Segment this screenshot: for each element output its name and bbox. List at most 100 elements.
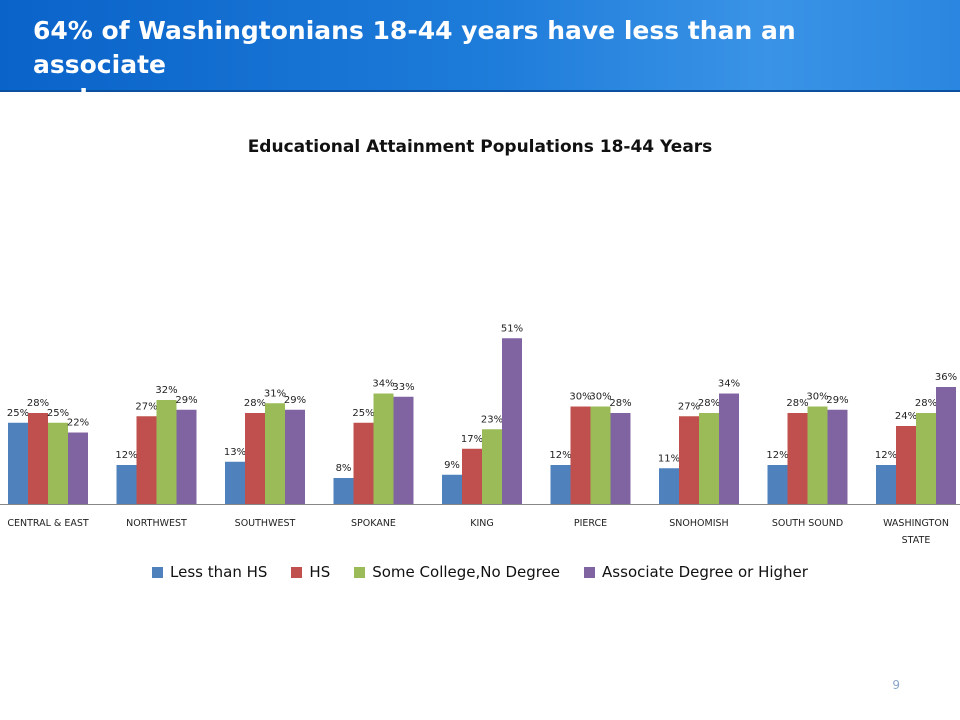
data-label: 33% bbox=[392, 382, 414, 393]
x-tick-label: CENTRAL & EAST bbox=[7, 518, 89, 529]
bar-some-college-no-degree-spokane bbox=[373, 393, 394, 504]
data-label: 12% bbox=[766, 450, 788, 461]
data-label: 29% bbox=[175, 395, 197, 406]
data-label: 12% bbox=[549, 450, 571, 461]
data-label: 30% bbox=[806, 392, 828, 403]
legend-label: Associate Degree or Higher bbox=[602, 563, 808, 581]
bar-hs-southwest bbox=[245, 413, 265, 504]
bar-hs-pierce bbox=[570, 406, 591, 504]
data-label: 12% bbox=[875, 450, 897, 461]
bar-less-than-hs-northwest bbox=[116, 465, 137, 504]
legend-swatch bbox=[291, 566, 303, 578]
x-tick-label: SPOKANE bbox=[351, 518, 396, 529]
title-banner: 64% of Washingtonians 18-44 years have l… bbox=[0, 0, 960, 113]
data-label: 28% bbox=[786, 398, 808, 409]
bar-associate-degree-or-higher-northwest bbox=[176, 409, 197, 504]
bar-associate-degree-or-higher-southwest bbox=[285, 409, 305, 504]
data-label: 17% bbox=[461, 434, 483, 445]
x-tick-label: STATE bbox=[902, 535, 931, 546]
bar-less-than-hs-washington-state bbox=[876, 465, 896, 504]
data-label: 12% bbox=[115, 450, 137, 461]
bar-less-than-hs-snohomish bbox=[659, 468, 679, 504]
bar-some-college-no-degree-washington-state bbox=[916, 413, 936, 504]
x-tick-label: KING bbox=[470, 518, 494, 529]
data-label: 11% bbox=[658, 453, 680, 464]
bar-associate-degree-or-higher-central-east bbox=[68, 432, 88, 504]
bar-less-than-hs-central-east bbox=[8, 422, 28, 504]
data-label: 36% bbox=[935, 372, 957, 383]
data-label: 34% bbox=[718, 379, 740, 390]
data-label: 27% bbox=[678, 401, 700, 412]
data-label: 29% bbox=[826, 395, 848, 406]
data-label: 31% bbox=[264, 388, 286, 399]
data-label: 29% bbox=[284, 395, 306, 406]
x-tick-label: NORTHWEST bbox=[126, 518, 187, 529]
bar-associate-degree-or-higher-snohomish bbox=[719, 393, 739, 504]
bar-less-than-hs-southwest bbox=[225, 461, 245, 504]
bar-hs-northwest bbox=[136, 416, 157, 504]
legend-label: Less than HS bbox=[170, 563, 268, 581]
bar-some-college-no-degree-southwest bbox=[265, 403, 285, 504]
data-label: 28% bbox=[27, 398, 49, 409]
data-label: 28% bbox=[698, 398, 720, 409]
bar-associate-degree-or-higher-south-sound bbox=[827, 409, 848, 504]
bar-some-college-no-degree-snohomish bbox=[699, 413, 719, 504]
legend-label: Some College,No Degree bbox=[372, 563, 561, 581]
legend-swatch bbox=[152, 566, 164, 578]
bar-less-than-hs-spokane bbox=[333, 478, 354, 504]
data-label: 30% bbox=[589, 392, 611, 403]
bar-some-college-no-degree-south-sound bbox=[807, 406, 828, 504]
data-label: 13% bbox=[224, 447, 246, 458]
bar-less-than-hs-pierce bbox=[550, 465, 571, 504]
bar-hs-spokane bbox=[353, 422, 374, 504]
bar-less-than-hs-king bbox=[442, 474, 462, 504]
data-label: 30% bbox=[569, 392, 591, 403]
legend-swatch bbox=[584, 566, 596, 578]
bar-hs-south-sound bbox=[787, 413, 808, 504]
slide-title: 64% of Washingtonians 18-44 years have l… bbox=[33, 14, 913, 116]
bar-associate-degree-or-higher-king bbox=[502, 338, 522, 504]
chart-legend: Less than HS HS Some College,No Degree Asso… bbox=[0, 560, 960, 584]
legend-item: Associate Degree or Higher bbox=[584, 563, 808, 581]
bar-hs-washington-state bbox=[896, 426, 916, 504]
data-label: 28% bbox=[609, 398, 631, 409]
data-label: 23% bbox=[481, 414, 503, 425]
data-label: 32% bbox=[155, 385, 177, 396]
slide-title-line1: 64% of Washingtonians 18-44 years have l… bbox=[33, 16, 796, 79]
x-tick-label: SOUTH SOUND bbox=[772, 518, 843, 529]
data-label: 8% bbox=[336, 463, 352, 474]
data-label: 34% bbox=[372, 379, 394, 390]
legend-swatch bbox=[354, 566, 366, 578]
legend-label: HS bbox=[309, 563, 331, 581]
bar-associate-degree-or-higher-washington-state bbox=[936, 387, 956, 504]
bar-hs-king bbox=[462, 448, 482, 504]
bar-some-college-no-degree-northwest bbox=[156, 400, 177, 504]
chart-title: Educational Attainment Populations 18-44… bbox=[247, 137, 713, 157]
data-label: 25% bbox=[7, 408, 29, 419]
bar-some-college-no-degree-king bbox=[482, 429, 502, 504]
bar-associate-degree-or-higher-pierce bbox=[610, 413, 631, 504]
legend-item: Some College,No Degree bbox=[354, 563, 560, 581]
page-number: 9 bbox=[892, 678, 900, 692]
data-label: 9% bbox=[444, 460, 460, 471]
legend-item: Less than HS bbox=[152, 563, 267, 581]
bar-chart: 25%12% 13%8% 9%12% 11% 12% 12%28% 27% 28%25%17%… bbox=[0, 323, 960, 546]
data-label: 22% bbox=[67, 418, 89, 429]
x-tick-label: SNOHOMISH bbox=[669, 518, 728, 529]
data-label: 27% bbox=[135, 401, 157, 412]
data-label: 24% bbox=[895, 411, 917, 422]
data-label: 28% bbox=[915, 398, 937, 409]
bar-associate-degree-or-higher-spokane bbox=[393, 396, 414, 504]
bar-less-than-hs-south-sound bbox=[767, 465, 788, 504]
bar-hs-snohomish bbox=[679, 416, 699, 504]
data-label: 28% bbox=[244, 398, 266, 409]
x-tick-label: WASHINGTON bbox=[883, 518, 949, 529]
data-label: 25% bbox=[352, 408, 374, 419]
x-tick-label: PIERCE bbox=[574, 518, 607, 529]
data-label: 51% bbox=[501, 323, 523, 334]
legend-item: HS bbox=[291, 563, 330, 581]
slide-title-line2: degree bbox=[70, 84, 169, 113]
data-label: 25% bbox=[47, 408, 69, 419]
bar-some-college-no-degree-pierce bbox=[590, 406, 611, 504]
bar-hs-central-east bbox=[28, 413, 48, 504]
